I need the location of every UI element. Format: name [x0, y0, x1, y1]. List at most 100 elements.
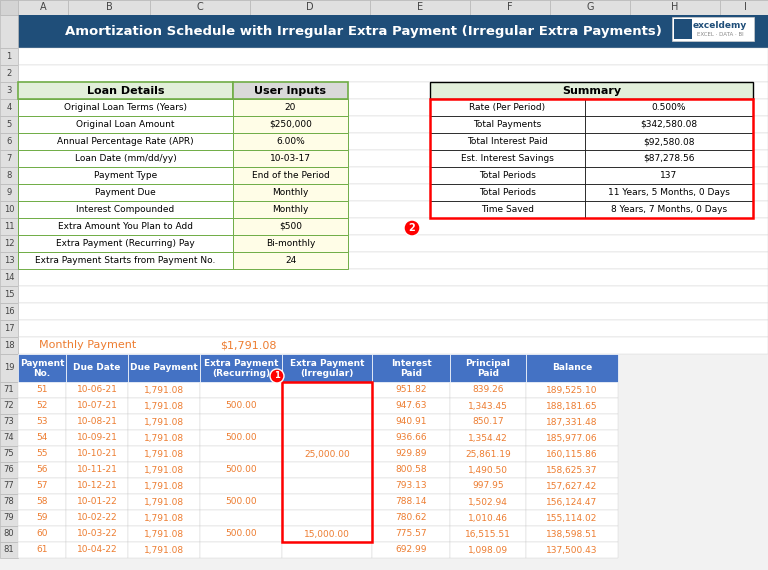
Bar: [0, 99, 18, 116]
Text: 3: 3: [6, 86, 12, 95]
Text: I: I: [743, 2, 746, 13]
Text: Rate (Per Period): Rate (Per Period): [469, 103, 545, 112]
Bar: [250, 0, 370, 15]
Text: Extra Payment (Recurring) Pay: Extra Payment (Recurring) Pay: [56, 239, 195, 248]
Text: End of the Period: End of the Period: [252, 171, 329, 180]
Bar: [348, 133, 768, 150]
Bar: [128, 414, 200, 430]
Bar: [0, 235, 18, 252]
Bar: [0, 510, 18, 526]
Bar: [282, 446, 372, 462]
Text: Interest Compounded: Interest Compounded: [76, 205, 174, 214]
Text: 1,791.08: 1,791.08: [144, 417, 184, 426]
Bar: [720, 0, 768, 15]
Bar: [128, 526, 200, 542]
Text: Monthly Payment: Monthly Payment: [39, 340, 137, 351]
Bar: [282, 430, 372, 446]
Bar: [0, 0, 768, 15]
Bar: [430, 201, 585, 218]
Bar: [233, 201, 348, 218]
Text: 77: 77: [4, 482, 15, 491]
Text: 155,114.02: 155,114.02: [546, 514, 598, 523]
Bar: [200, 414, 282, 430]
Bar: [18, 65, 768, 82]
Bar: [66, 510, 128, 526]
Text: G: G: [586, 2, 594, 13]
Text: 10-01-22: 10-01-22: [77, 498, 118, 507]
Text: Summary: Summary: [562, 86, 621, 96]
Bar: [18, 398, 66, 414]
Bar: [18, 320, 768, 337]
Bar: [550, 0, 630, 15]
Bar: [372, 398, 450, 414]
Bar: [233, 218, 348, 235]
Bar: [128, 382, 200, 398]
Text: No.: No.: [34, 369, 51, 378]
Bar: [430, 184, 585, 201]
Text: 55: 55: [36, 450, 48, 458]
Text: Paid: Paid: [477, 369, 499, 378]
Text: 1,490.50: 1,490.50: [468, 466, 508, 474]
Text: 1,010.46: 1,010.46: [468, 514, 508, 523]
Text: F: F: [507, 2, 513, 13]
Bar: [526, 462, 618, 478]
Bar: [200, 526, 282, 542]
Bar: [200, 478, 282, 494]
Text: 500.00: 500.00: [225, 466, 257, 474]
Bar: [66, 382, 128, 398]
Bar: [430, 116, 585, 133]
Text: 25,000.00: 25,000.00: [304, 450, 350, 458]
Bar: [18, 150, 233, 167]
Text: $1,791.08: $1,791.08: [220, 340, 276, 351]
Bar: [282, 414, 372, 430]
Bar: [18, 286, 768, 303]
Text: 1: 1: [274, 372, 280, 381]
Bar: [233, 150, 348, 167]
Bar: [526, 510, 618, 526]
Bar: [348, 184, 768, 201]
Text: 1,354.42: 1,354.42: [468, 434, 508, 442]
Bar: [18, 414, 66, 430]
Bar: [0, 494, 18, 510]
Bar: [585, 167, 753, 184]
Bar: [348, 82, 768, 99]
Bar: [0, 82, 18, 99]
Bar: [0, 116, 18, 133]
Circle shape: [270, 369, 284, 383]
Bar: [233, 167, 348, 184]
Text: E: E: [417, 2, 423, 13]
Bar: [66, 478, 128, 494]
Bar: [18, 494, 66, 510]
Bar: [128, 462, 200, 478]
Bar: [18, 510, 66, 526]
Text: 10-03-22: 10-03-22: [77, 530, 118, 539]
Text: 156,124.47: 156,124.47: [546, 498, 598, 507]
Bar: [348, 218, 768, 235]
Bar: [470, 0, 550, 15]
Text: 24: 24: [285, 256, 296, 265]
Bar: [0, 337, 18, 354]
Text: 52: 52: [36, 401, 48, 410]
Bar: [18, 542, 66, 558]
Text: 1,791.08: 1,791.08: [144, 401, 184, 410]
Bar: [430, 99, 585, 116]
Text: Est. Interest Savings: Est. Interest Savings: [461, 154, 554, 163]
Text: Extra Amount You Plan to Add: Extra Amount You Plan to Add: [58, 222, 193, 231]
Text: 60: 60: [36, 530, 48, 539]
Bar: [282, 542, 372, 558]
Text: 11: 11: [4, 222, 15, 231]
Bar: [450, 414, 526, 430]
Text: 137: 137: [660, 171, 677, 180]
Bar: [200, 510, 282, 526]
Text: Paid: Paid: [400, 369, 422, 378]
Bar: [66, 494, 128, 510]
Text: 6: 6: [6, 137, 12, 146]
Text: Loan Details: Loan Details: [87, 86, 164, 96]
Bar: [200, 494, 282, 510]
Bar: [348, 201, 768, 218]
Bar: [233, 235, 348, 252]
Bar: [282, 382, 372, 542]
Text: H: H: [671, 2, 679, 13]
Text: 1,791.08: 1,791.08: [144, 434, 184, 442]
Text: 500.00: 500.00: [225, 401, 257, 410]
